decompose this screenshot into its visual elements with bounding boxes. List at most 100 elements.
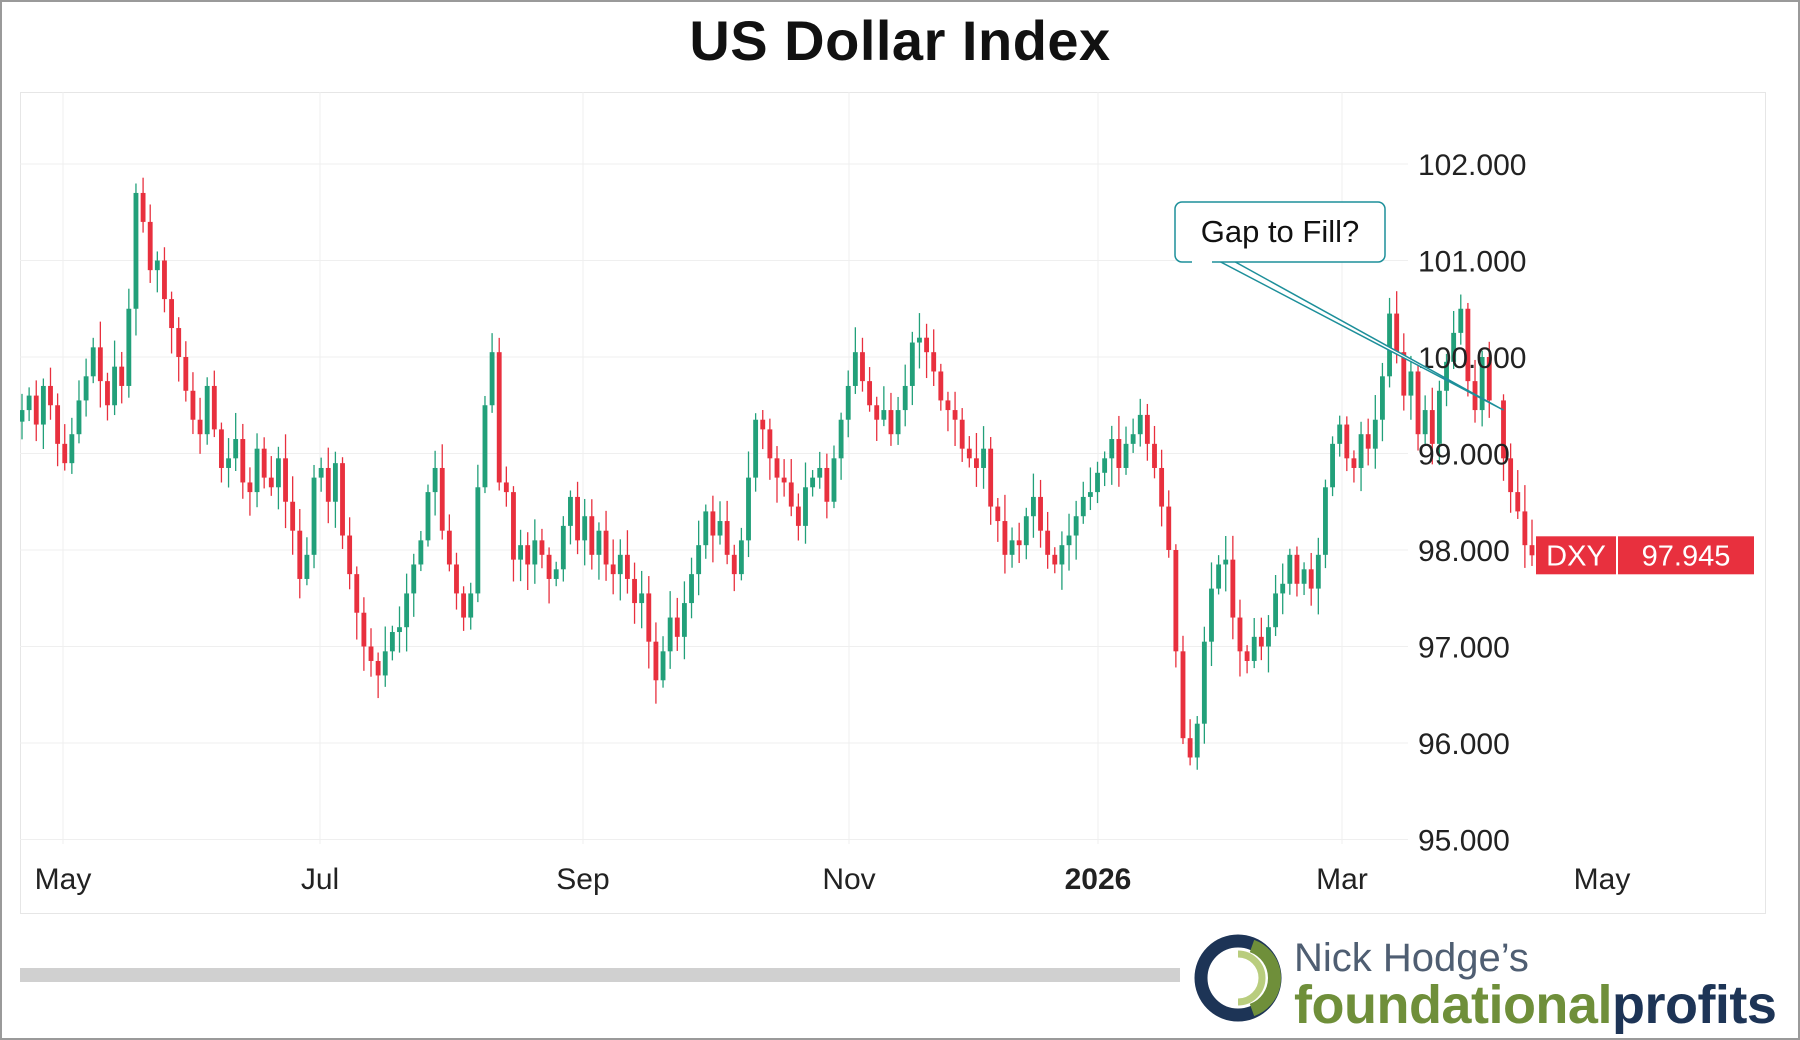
- candle-down: [888, 392, 894, 446]
- candle-up: [881, 386, 887, 427]
- candle-up: [803, 462, 808, 544]
- candle-body: [1244, 651, 1250, 661]
- candle-down: [1351, 450, 1357, 483]
- candle-body: [824, 467, 830, 502]
- candle-up: [1323, 479, 1328, 569]
- candle-body: [788, 482, 794, 507]
- candle-body: [1387, 313, 1392, 377]
- candle-down: [959, 408, 965, 462]
- candle-body: [546, 554, 552, 579]
- candle-body: [1337, 424, 1343, 444]
- candle-body: [1159, 467, 1165, 507]
- candle-down: [261, 437, 267, 489]
- candle-up: [404, 573, 410, 652]
- candle-up: [1123, 426, 1129, 475]
- candle-body: [375, 660, 381, 676]
- candle-up: [639, 570, 645, 629]
- candle-body: [724, 521, 730, 555]
- candle-down: [368, 628, 374, 677]
- x-tick-label: 2026: [1065, 863, 1132, 896]
- candle-body: [112, 366, 118, 406]
- candle-body: [539, 540, 545, 555]
- candle-body: [1351, 458, 1357, 468]
- candle-down: [1180, 635, 1186, 745]
- candle-body: [1308, 569, 1314, 589]
- candle-down: [169, 291, 174, 354]
- candle-down: [162, 247, 167, 313]
- candle-body: [1465, 308, 1471, 382]
- candle-up: [1080, 481, 1086, 524]
- candle-up: [1102, 451, 1108, 487]
- horizontal-scrollbar[interactable]: [20, 968, 1180, 982]
- candle-down: [1152, 425, 1157, 479]
- x-tick-label: Sep: [556, 863, 609, 896]
- candle-up: [1073, 500, 1079, 560]
- candle-up: [1030, 473, 1036, 538]
- candle-down: [589, 499, 595, 570]
- candle-body: [432, 467, 438, 493]
- candle-down: [461, 586, 467, 631]
- ticker-symbol: DXY: [1546, 540, 1606, 572]
- last-price-box: [1618, 536, 1754, 575]
- candle-down: [1294, 546, 1300, 597]
- candle-up: [1451, 311, 1457, 370]
- candle-body: [83, 376, 89, 401]
- candlestick-chart[interactable]: 102.000 101.000 100.000 99.000 98.000 97.000 9…: [20, 92, 1766, 914]
- candle-body: [1073, 516, 1079, 536]
- candle-up: [20, 393, 25, 440]
- candle-up: [596, 522, 602, 580]
- candle-up: [332, 451, 338, 528]
- candle-down: [966, 436, 972, 468]
- candle-body: [653, 641, 659, 681]
- candle-body: [852, 352, 858, 386]
- candle-down: [788, 459, 794, 517]
- candle-body: [568, 496, 573, 526]
- candle-body: [147, 221, 153, 271]
- candle-up: [233, 412, 239, 472]
- candle-body: [219, 429, 224, 468]
- candle-body: [924, 337, 929, 353]
- candle-down: [211, 370, 217, 438]
- candle-body: [760, 419, 766, 430]
- annotation-box: [1174, 201, 1386, 263]
- annotation: Gap to Fill?: [1174, 201, 1504, 411]
- candle-up: [1301, 562, 1307, 596]
- candle-down: [1237, 599, 1243, 677]
- candle-body: [1529, 545, 1535, 556]
- candle-body: [511, 492, 516, 560]
- candle-body: [1180, 651, 1186, 739]
- candle-body: [204, 385, 210, 435]
- ticker-symbol-box: [1536, 536, 1616, 575]
- candle-body: [1059, 545, 1065, 565]
- candle-body: [632, 578, 637, 604]
- candle-up: [1109, 425, 1115, 485]
- candle-body: [20, 410, 25, 422]
- candle-body: [1380, 376, 1385, 420]
- candle-up: [667, 591, 673, 669]
- candle-body: [1187, 738, 1193, 758]
- candle-down: [1166, 490, 1172, 558]
- candle-down: [55, 393, 61, 467]
- plot-panel[interactable]: [20, 92, 1766, 914]
- candle-body: [1038, 496, 1043, 531]
- candle-up: [1387, 297, 1392, 388]
- candle-up: [1380, 362, 1385, 442]
- candle-up: [482, 395, 488, 494]
- candle-body: [1501, 400, 1506, 459]
- candle-down: [945, 391, 951, 432]
- candle-up: [1266, 615, 1271, 673]
- candle-body: [389, 632, 395, 652]
- candle-body: [981, 448, 986, 468]
- candle-body: [197, 419, 203, 435]
- candle-up: [1223, 535, 1229, 592]
- candle-up: [1059, 531, 1065, 590]
- candle-up: [1436, 380, 1442, 466]
- candle-body: [696, 545, 702, 575]
- candle-body: [803, 487, 808, 526]
- candle-body: [625, 554, 630, 579]
- candle-down: [1501, 394, 1506, 481]
- candle-down: [988, 437, 994, 525]
- candle-up: [411, 553, 417, 617]
- candle-body: [169, 299, 174, 329]
- candle-body: [176, 328, 182, 357]
